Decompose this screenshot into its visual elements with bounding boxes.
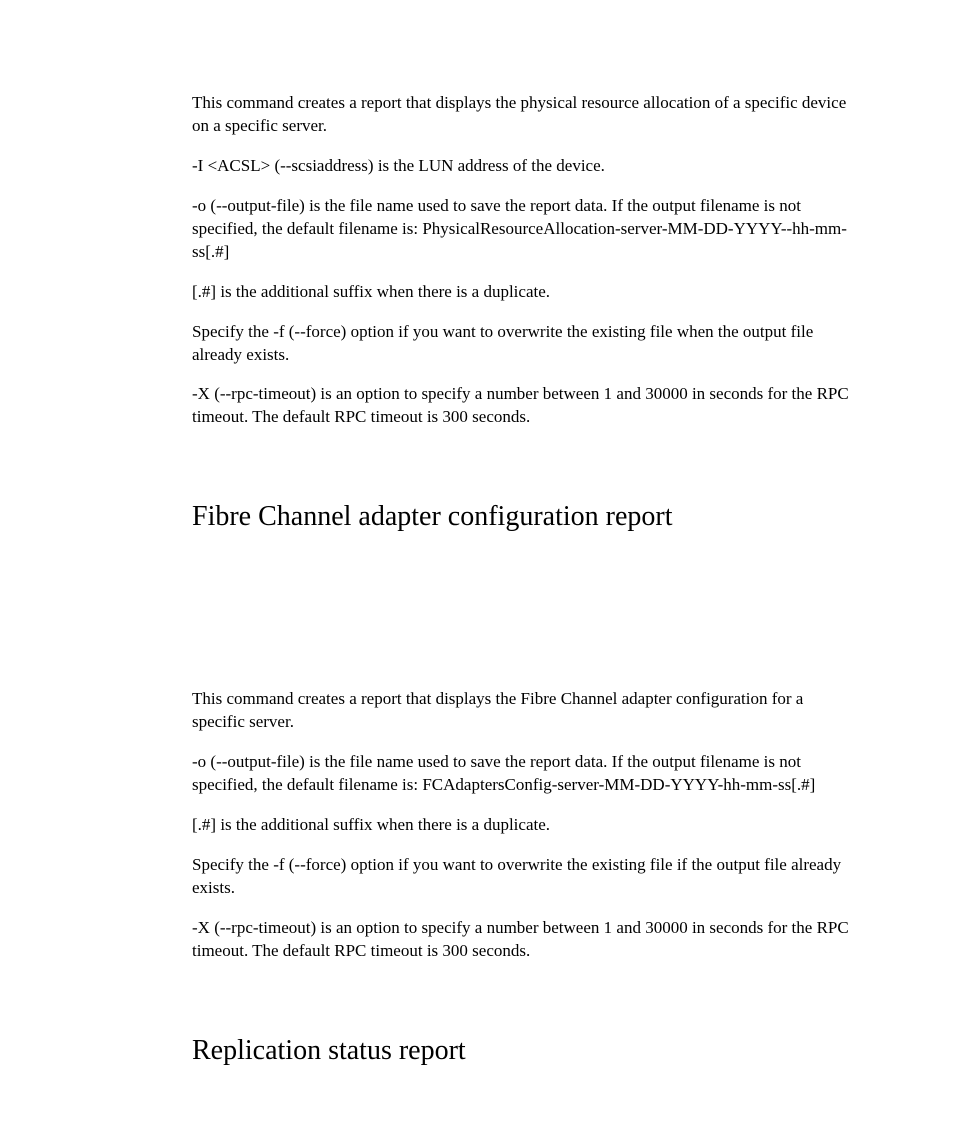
document-page: This command creates a report that displ… (0, 0, 954, 1145)
paragraph: This command creates a report that displ… (192, 688, 854, 734)
paragraph: [.#] is the additional suffix when there… (192, 814, 854, 837)
paragraph: -I <ACSL> (--scsiaddress) is the LUN add… (192, 155, 854, 178)
paragraph: Specify the -f (--force) option if you w… (192, 321, 854, 367)
heading-fc-adapter: Fibre Channel adapter configuration repo… (192, 499, 854, 534)
paragraph: -X (--rpc-timeout) is an option to speci… (192, 383, 854, 429)
paragraph: -X (--rpc-timeout) is an option to speci… (192, 917, 854, 963)
paragraph: This command creates a report that displ… (192, 92, 854, 138)
heading-replication-status: Replication status report (192, 1033, 854, 1068)
paragraph: Specify the -f (--force) option if you w… (192, 854, 854, 900)
paragraph: -o (--output-file) is the file name used… (192, 195, 854, 264)
code-block-placeholder (192, 548, 854, 688)
paragraph: -o (--output-file) is the file name used… (192, 751, 854, 797)
paragraph: [.#] is the additional suffix when there… (192, 281, 854, 304)
